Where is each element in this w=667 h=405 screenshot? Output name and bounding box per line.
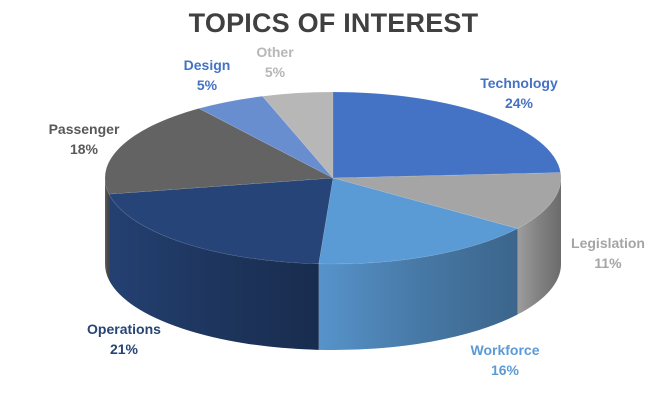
slice-category: Technology — [480, 75, 558, 91]
pie-side-shade-passenger — [105, 178, 110, 281]
pie-slice-technology — [332, 91, 561, 179]
slice-category: Legislation — [571, 235, 645, 251]
slice-category: Workforce — [471, 342, 540, 358]
slice-percent: 11% — [594, 255, 622, 271]
slice-percent: 5% — [197, 77, 218, 93]
pie-slice-design — [198, 95, 334, 179]
pie-slice-workforce — [318, 177, 519, 265]
slice-category: Operations — [87, 321, 161, 337]
slice-label-other: Other 5% — [256, 44, 294, 80]
pie-side-shade-operations — [109, 194, 319, 350]
slice-percent: 18% — [70, 141, 99, 157]
slice-label-design: Design 5% — [184, 57, 231, 93]
slice-label-legislation: Legislation 11% — [571, 235, 645, 271]
slice-category: Passenger — [49, 121, 120, 137]
pie-slice-other — [261, 91, 334, 179]
slice-percent: 16% — [491, 362, 520, 378]
slice-label-operations: Operations 21% — [87, 321, 161, 357]
slice-percent: 5% — [265, 64, 286, 80]
slice-label-technology: Technology 24% — [480, 75, 558, 111]
pie-slice-passenger — [104, 108, 335, 195]
pie-slice-legislation — [332, 172, 562, 229]
slice-category: Other — [256, 44, 294, 60]
slice-percent: 21% — [110, 341, 139, 357]
pie-slice-operations — [108, 177, 334, 265]
slice-percent: 24% — [505, 95, 534, 111]
chart-title: TOPICS OF INTEREST — [188, 8, 479, 38]
slice-label-workforce: Workforce 16% — [471, 342, 540, 378]
slice-category: Design — [184, 57, 231, 73]
pie-side-shade-legislation — [517, 178, 561, 315]
pie-side-shade-workforce — [318, 228, 518, 350]
slice-label-passenger: Passenger 18% — [49, 121, 120, 157]
